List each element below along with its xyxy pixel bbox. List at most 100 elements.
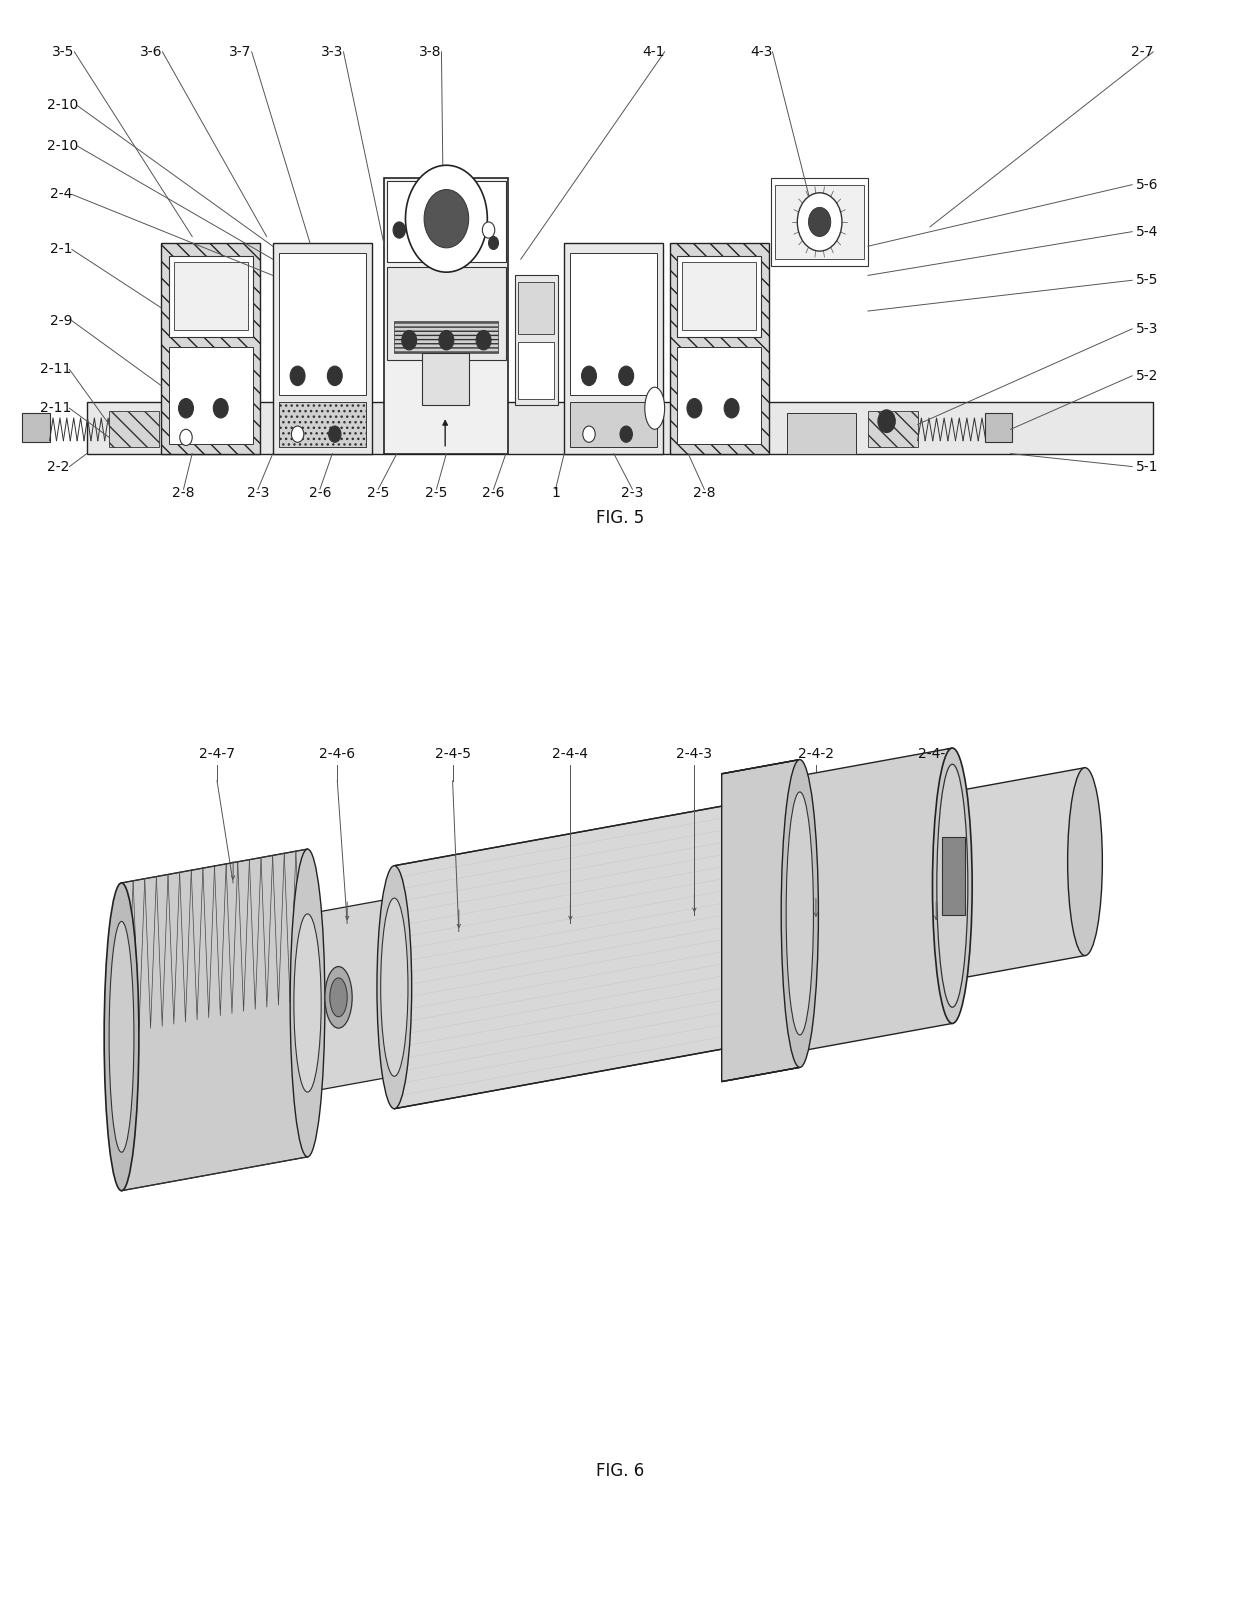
Bar <box>422 353 469 405</box>
Polygon shape <box>800 748 952 1051</box>
Text: 1: 1 <box>551 486 560 501</box>
Text: 2-10: 2-10 <box>47 139 78 152</box>
Bar <box>174 262 248 330</box>
Circle shape <box>213 399 228 418</box>
Bar <box>515 275 558 405</box>
Ellipse shape <box>381 897 408 1076</box>
Text: 3-3: 3-3 <box>321 45 343 58</box>
Text: 2-4-2: 2-4-2 <box>797 747 835 761</box>
Polygon shape <box>942 838 965 915</box>
Text: 2-4: 2-4 <box>50 188 72 201</box>
Ellipse shape <box>104 883 139 1191</box>
Bar <box>787 413 856 454</box>
Circle shape <box>291 426 304 442</box>
Text: 2-7: 2-7 <box>1131 45 1153 58</box>
Bar <box>87 402 1153 454</box>
Ellipse shape <box>937 765 968 1008</box>
Text: 5-4: 5-4 <box>1136 225 1158 238</box>
Bar <box>384 178 508 454</box>
Text: 2-6: 2-6 <box>482 486 505 501</box>
Text: 2-11: 2-11 <box>40 363 71 376</box>
Polygon shape <box>308 849 394 1157</box>
Bar <box>387 267 506 360</box>
Text: FIG. 6: FIG. 6 <box>596 1461 644 1481</box>
Bar <box>161 243 260 454</box>
Circle shape <box>489 237 498 249</box>
Circle shape <box>619 366 634 386</box>
Ellipse shape <box>294 914 321 1092</box>
Bar <box>169 256 253 337</box>
Text: 2-11: 2-11 <box>40 402 71 415</box>
Bar <box>518 342 554 399</box>
Circle shape <box>687 399 702 418</box>
Circle shape <box>620 426 632 442</box>
Circle shape <box>179 399 193 418</box>
Text: 2-4-7: 2-4-7 <box>198 747 236 761</box>
Circle shape <box>393 222 405 238</box>
Text: 2-10: 2-10 <box>47 99 78 112</box>
Bar <box>279 253 366 395</box>
Text: 3-6: 3-6 <box>140 45 162 58</box>
Text: 2-9: 2-9 <box>50 314 72 327</box>
Text: 2-6: 2-6 <box>309 486 331 501</box>
Text: 2-5: 2-5 <box>367 486 389 501</box>
Polygon shape <box>394 774 893 1108</box>
Circle shape <box>482 222 495 238</box>
Bar <box>670 243 769 454</box>
Ellipse shape <box>645 387 665 429</box>
Bar <box>868 411 918 447</box>
Bar <box>677 347 761 444</box>
Polygon shape <box>952 768 1085 980</box>
Circle shape <box>878 410 895 433</box>
Bar <box>564 243 663 454</box>
Text: 5-2: 5-2 <box>1136 369 1158 382</box>
Text: 2-4-4: 2-4-4 <box>552 747 589 761</box>
Bar <box>518 282 554 334</box>
Circle shape <box>582 366 596 386</box>
Text: 2-4-1: 2-4-1 <box>918 747 955 761</box>
Polygon shape <box>394 774 893 1108</box>
Bar <box>985 413 1012 442</box>
Ellipse shape <box>109 922 134 1152</box>
Circle shape <box>180 429 192 446</box>
Bar <box>771 178 868 266</box>
Circle shape <box>424 190 469 248</box>
Circle shape <box>476 330 491 350</box>
Text: 2-2: 2-2 <box>47 460 69 473</box>
Text: 4-1: 4-1 <box>642 45 665 58</box>
Ellipse shape <box>932 748 972 1024</box>
Text: 2-5: 2-5 <box>425 486 448 501</box>
Text: 2-1: 2-1 <box>50 243 72 256</box>
Circle shape <box>808 207 831 237</box>
Bar <box>387 181 506 262</box>
Bar <box>570 253 657 395</box>
Text: 3-7: 3-7 <box>229 45 252 58</box>
Text: 3-5: 3-5 <box>52 45 74 58</box>
Bar <box>775 185 864 259</box>
Ellipse shape <box>1068 768 1102 956</box>
Text: 2-4-3: 2-4-3 <box>676 747 713 761</box>
Bar <box>394 321 498 353</box>
Bar <box>677 256 761 337</box>
Text: 2-8: 2-8 <box>693 486 715 501</box>
Bar <box>109 411 159 447</box>
Text: 3-8: 3-8 <box>419 45 441 58</box>
Bar <box>169 347 253 444</box>
Polygon shape <box>122 849 308 1191</box>
Circle shape <box>405 165 487 272</box>
Text: 2-8: 2-8 <box>172 486 195 501</box>
Bar <box>682 262 756 330</box>
Circle shape <box>583 426 595 442</box>
Ellipse shape <box>330 978 347 1017</box>
Text: 5-3: 5-3 <box>1136 322 1158 335</box>
Text: 4-3: 4-3 <box>750 45 773 58</box>
Bar <box>570 402 657 447</box>
Polygon shape <box>722 760 800 1082</box>
Text: 2-4-6: 2-4-6 <box>319 747 356 761</box>
Ellipse shape <box>290 849 325 1157</box>
Ellipse shape <box>325 967 352 1029</box>
Circle shape <box>439 330 454 350</box>
Circle shape <box>327 366 342 386</box>
Text: 2-3: 2-3 <box>621 486 644 501</box>
Text: 5-1: 5-1 <box>1136 460 1158 473</box>
